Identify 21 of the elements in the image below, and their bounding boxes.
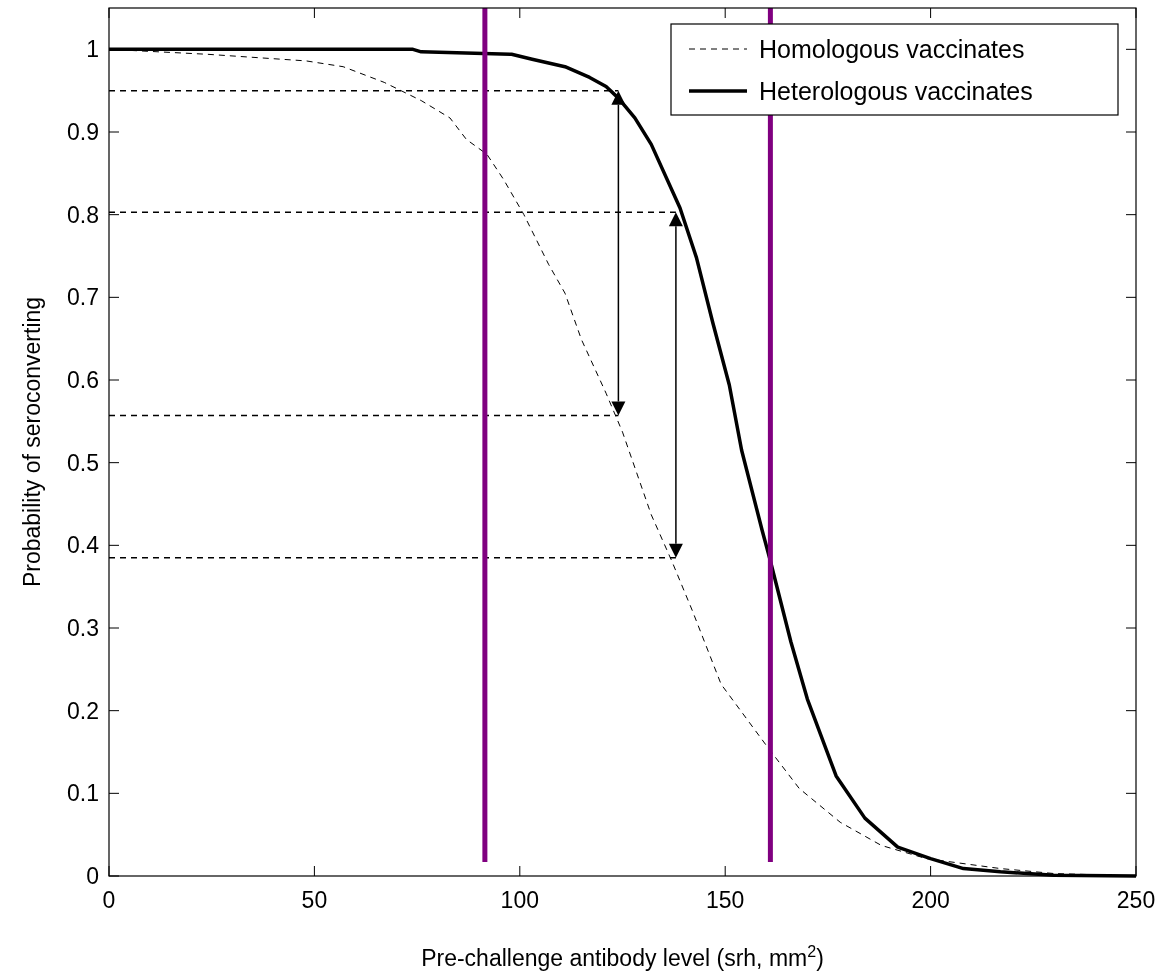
x-tick-label: 100 [500,887,539,913]
legend-label: Heterologous vaccinates [759,77,1033,105]
y-tick-label: 0.5 [67,449,99,476]
x-tick-label: 150 [706,887,745,913]
y-tick-label: 1 [86,36,99,63]
y-axis-title: Probability of seroconverting [19,296,45,588]
y-tick-label: 0.3 [67,615,99,641]
x-tick-label: 50 [301,887,328,913]
x-tick-label: 250 [1116,887,1156,913]
x-tick-label: 0 [102,887,116,913]
y-tick-label: 0.2 [67,697,99,724]
y-tick-label: 0.9 [67,119,99,145]
x-axis-title: Pre-challenge antibody level (srh, mm$^{2}$) [421,942,824,971]
y-tick-label: 0 [86,863,99,889]
x-tick-label: 200 [911,887,950,913]
y-tick-label: 0.7 [67,284,99,311]
y-tick-label: 0.4 [67,532,100,559]
y-tick-label: 0.6 [67,367,99,393]
y-tick-label: 0.8 [67,201,99,228]
y-tick-label: 0.1 [67,780,99,807]
legend-label: Homologous vaccinates [759,35,1025,63]
